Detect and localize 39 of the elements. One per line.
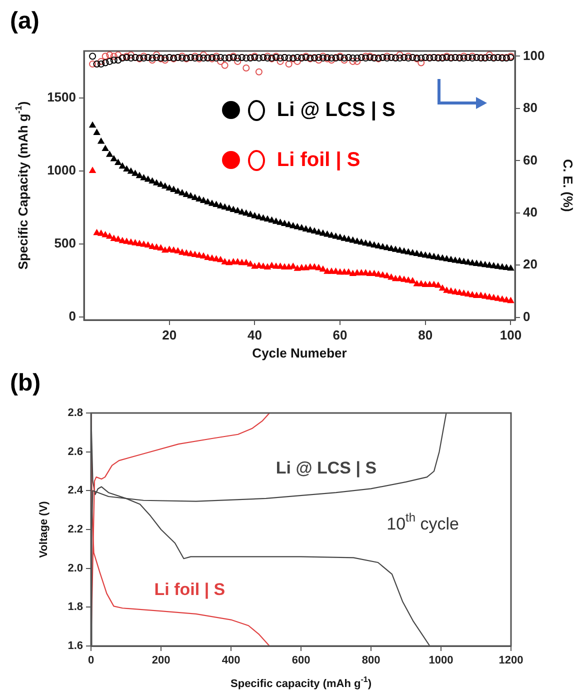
y-tick-label: 1.6 xyxy=(68,640,83,652)
y-tick-label: 0 xyxy=(68,308,76,324)
y-tick-label: 1.8 xyxy=(68,601,83,614)
chart-title: (b) xyxy=(10,370,41,397)
chart-title: (a) xyxy=(10,8,40,35)
x-axis-title: Cycle Numeber xyxy=(252,346,347,361)
legend-label: Li foil | S xyxy=(276,148,360,172)
legend-label: Li @ LCS | S xyxy=(276,98,396,122)
y-tick-label: 500 xyxy=(54,236,76,251)
x-tick-label: 1200 xyxy=(498,654,524,667)
text: Li foil | S xyxy=(154,580,226,599)
y2-tick-label: 20 xyxy=(523,256,538,272)
y-tick-label: 1000 xyxy=(47,162,76,178)
x-tick-label: 20 xyxy=(162,327,177,342)
y2-tick-label: 40 xyxy=(523,204,538,220)
x-tick-label: 40 xyxy=(247,327,262,342)
y-tick-label: 2.4 xyxy=(68,484,84,497)
y-tick-label: 1500 xyxy=(47,89,76,104)
y-axis-title: Specific Capacity (mAh g-1) xyxy=(14,101,31,270)
x-tick-label: 1000 xyxy=(428,654,454,667)
x-tick-label: 200 xyxy=(152,654,170,667)
y-tick-label: 2.0 xyxy=(68,562,83,574)
y-axis-title: Voltage (V) xyxy=(38,500,50,558)
y2-axis-title: C. E. (%) xyxy=(560,159,576,212)
y2-tick-label: 0 xyxy=(523,308,530,324)
x-tick-label: 100 xyxy=(500,327,522,342)
x-tick-label: 80 xyxy=(418,327,433,342)
series-label: Li @ LCS | S xyxy=(276,458,377,478)
x-tick-label: 600 xyxy=(292,654,310,667)
x-tick-label: 800 xyxy=(362,654,380,667)
x-tick-label: 400 xyxy=(222,654,240,667)
y2-tick-label: 80 xyxy=(523,100,538,116)
y-tick-label: 2.2 xyxy=(68,524,83,536)
y-tick-label: 2.8 xyxy=(68,407,83,420)
y-tick-label: 2.6 xyxy=(68,446,83,458)
y2-tick-label: 100 xyxy=(523,48,545,63)
y2-tick-label: 60 xyxy=(523,152,538,168)
x-tick-label: 60 xyxy=(332,327,348,342)
x-tick-label: 0 xyxy=(88,654,94,667)
